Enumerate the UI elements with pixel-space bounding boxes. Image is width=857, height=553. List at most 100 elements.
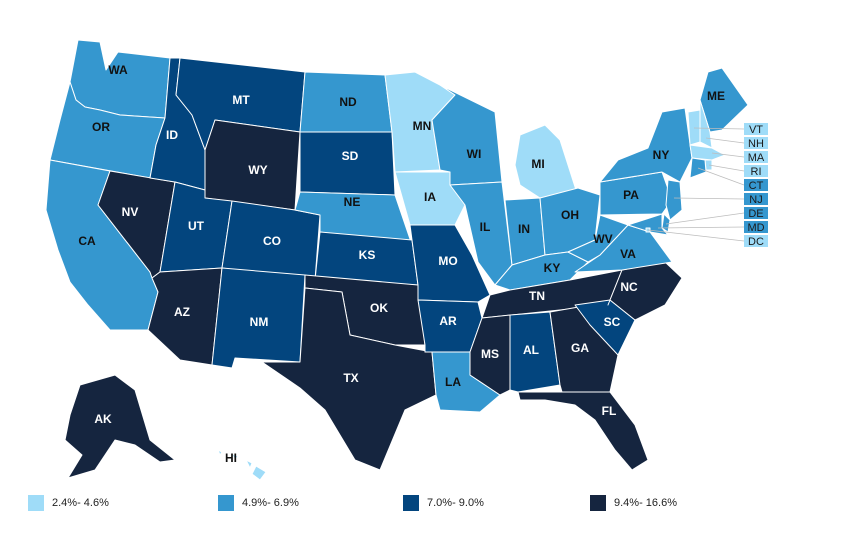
state-label-az: AZ (174, 305, 190, 319)
leader-line-dc (647, 229, 745, 242)
state-label-ms: MS (481, 347, 499, 361)
state-nj-shape[interactable] (665, 179, 683, 221)
leader-line-de (665, 212, 745, 225)
state-label-nm: NM (250, 315, 269, 329)
state-label-ak: AK (94, 412, 112, 426)
state-label-va: VA (620, 247, 636, 261)
small-state-label-ma: MA (748, 152, 765, 164)
leader-lines (647, 127, 745, 242)
small-state-box-ri[interactable] (744, 165, 768, 177)
state-fl[interactable] (517, 391, 649, 471)
state-label-sc: SC (604, 315, 621, 329)
state-labels: WA OR CA NV ID MT WY UT CO AZ NM ND SD NE KS OK TX MN IA MO… (78, 63, 725, 465)
state-label-in: IN (518, 222, 530, 236)
state-label-hi: HI (225, 451, 237, 465)
state-label-ia: IA (424, 190, 436, 204)
state-label-ut: UT (188, 219, 205, 233)
small-state-box-de[interactable] (744, 207, 768, 219)
small-state-box-nh[interactable] (744, 137, 768, 149)
state-mo[interactable] (409, 224, 491, 303)
state-label-ky: KY (544, 261, 561, 275)
state-vt-shape[interactable] (687, 109, 701, 146)
state-label-wa: WA (108, 63, 128, 77)
state-sd[interactable] (299, 131, 396, 196)
small-state-label-vt: VT (749, 124, 763, 136)
legend-swatch-2 (218, 495, 234, 511)
state-label-ga: GA (571, 341, 589, 355)
state-label-nv: NV (122, 205, 139, 219)
leader-line-ri (708, 164, 745, 172)
state-label-wy: WY (248, 163, 267, 177)
legend-item-3: 7.0%- 9.0% (403, 495, 484, 511)
state-label-mn: MN (413, 119, 432, 133)
states-layer (45, 39, 749, 481)
small-state-label-ri: RI (751, 166, 762, 178)
state-label-ny: NY (653, 148, 670, 162)
state-ny[interactable] (599, 107, 693, 183)
state-label-wi: WI (467, 147, 482, 161)
state-label-me: ME (707, 89, 725, 103)
state-label-ne: NE (344, 195, 361, 209)
leader-line-vt (693, 127, 745, 130)
state-label-la: LA (445, 375, 461, 389)
legend-item-2: 4.9%- 6.9% (218, 495, 299, 511)
state-label-il: IL (480, 220, 491, 234)
leader-line-ma (711, 152, 745, 158)
state-label-co: CO (263, 234, 281, 248)
state-label-ca: CA (78, 234, 96, 248)
state-label-mo: MO (438, 254, 457, 268)
small-state-boxes: VT NH MA RI CT NJ DE MD DC (744, 123, 768, 248)
legend-swatch-1 (28, 495, 44, 511)
small-state-box-md[interactable] (744, 221, 768, 233)
legend-label-3: 7.0%- 9.0% (427, 497, 484, 509)
legend-item-1: 2.4%- 4.6% (28, 495, 109, 511)
state-sc[interactable] (574, 299, 636, 356)
state-label-nc: NC (620, 280, 638, 294)
small-state-label-ct: CT (749, 180, 764, 192)
state-ma-shape[interactable] (689, 144, 726, 161)
small-state-label-nh: NH (748, 138, 764, 150)
state-label-al: AL (523, 343, 539, 357)
state-label-ks: KS (359, 248, 376, 262)
state-label-nd: ND (339, 95, 357, 109)
small-state-label-de: DE (748, 208, 763, 220)
small-state-label-md: MD (747, 222, 764, 234)
leader-line-ct (697, 167, 745, 186)
state-label-or: OR (92, 120, 110, 134)
small-state-box-vt[interactable] (744, 123, 768, 135)
state-label-mt: MT (232, 93, 250, 107)
state-ak[interactable] (64, 374, 176, 479)
small-state-label-dc: DC (748, 236, 764, 248)
state-al[interactable] (509, 311, 561, 393)
leader-line-md (657, 226, 745, 229)
state-label-ok: OK (370, 301, 388, 315)
small-state-box-dc[interactable] (744, 235, 768, 247)
state-label-tn: TN (529, 289, 545, 303)
small-state-box-nj[interactable] (744, 193, 768, 205)
state-label-pa: PA (623, 188, 639, 202)
state-label-id: ID (166, 128, 178, 142)
state-co[interactable] (221, 200, 321, 281)
state-label-oh: OH (561, 208, 579, 222)
state-label-sd: SD (342, 149, 359, 163)
state-wi[interactable] (431, 84, 503, 186)
state-mi[interactable] (514, 124, 577, 199)
legend-label-1: 2.4%- 4.6% (52, 497, 109, 509)
legend-swatch-3 (403, 495, 419, 511)
small-state-label-nj: NJ (749, 194, 762, 206)
state-label-ar: AR (439, 314, 457, 328)
state-label-mi: MI (531, 157, 544, 171)
legend: 2.4%- 4.6% 4.9%- 6.9% 7.0%- 9.0% 9.4%- 1… (28, 495, 828, 515)
state-wa[interactable] (69, 39, 171, 119)
state-hi[interactable] (217, 449, 267, 481)
state-label-fl: FL (602, 404, 617, 418)
small-state-box-ma[interactable] (744, 151, 768, 163)
state-ia[interactable] (394, 171, 466, 226)
legend-label-2: 4.9%- 6.9% (242, 497, 299, 509)
small-state-box-ct[interactable] (744, 179, 768, 191)
state-label-tx: TX (343, 371, 358, 385)
state-tx[interactable] (261, 287, 437, 471)
state-nh-shape[interactable] (699, 99, 713, 149)
leader-line-nj (673, 197, 745, 200)
